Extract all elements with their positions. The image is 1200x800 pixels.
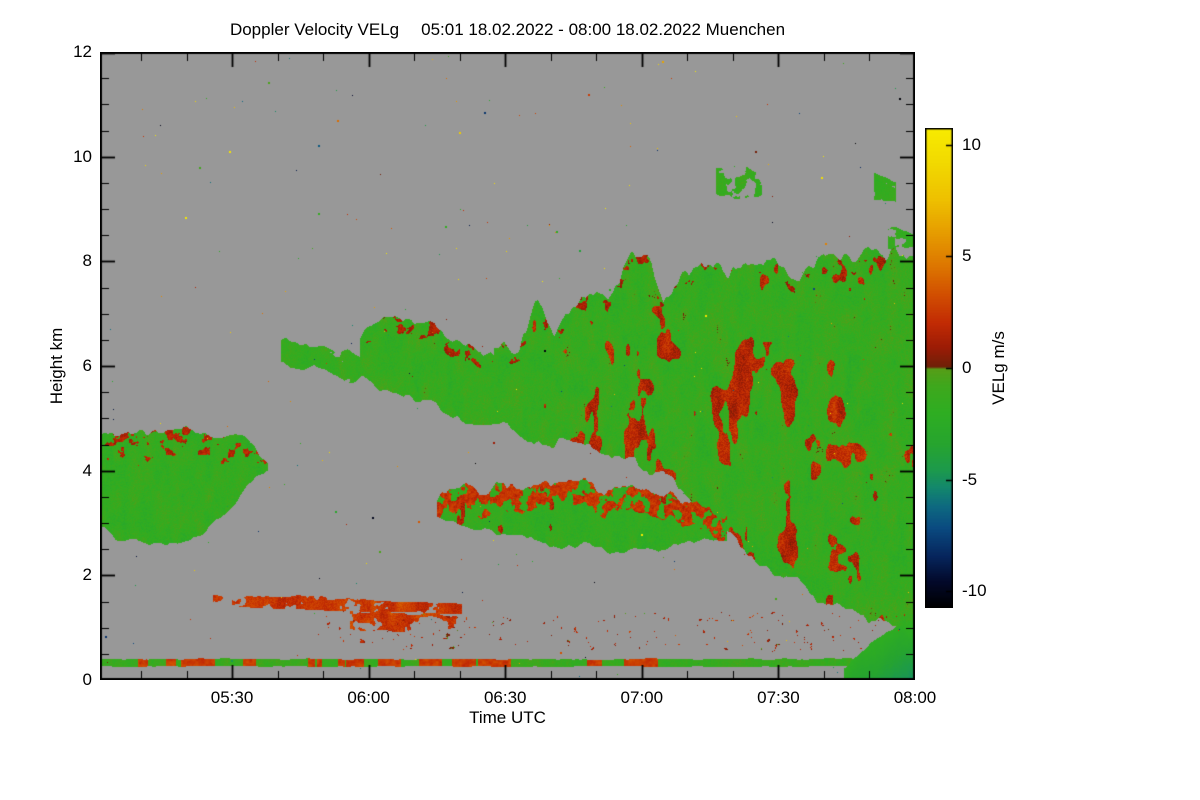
colorbar-tick-label: 0 bbox=[962, 358, 972, 377]
chart-title-main: Doppler Velocity VELg bbox=[229, 20, 400, 39]
x-tick-label: 07:30 bbox=[757, 688, 800, 707]
y-tick-label: 0 bbox=[82, 670, 92, 689]
colorbar-tick-label: -10 bbox=[962, 581, 987, 601]
colorbar-tick-label: -5 bbox=[962, 469, 978, 489]
y-tick-label: 8 bbox=[82, 251, 92, 271]
colorbar-tick-label: 10 bbox=[962, 134, 981, 154]
colorbar-tick-label: 5 bbox=[962, 246, 972, 266]
heatmap-plot-canvas bbox=[100, 52, 915, 680]
x-tick-label: 08:00 bbox=[893, 688, 937, 707]
x-axis-label: Time UTC bbox=[469, 708, 546, 727]
colorbar-label: VELg m/s bbox=[989, 331, 1008, 405]
x-tick-label: 06:00 bbox=[347, 688, 390, 707]
y-tick-label: 12 bbox=[73, 42, 92, 61]
x-tick-label: 05:30 bbox=[210, 688, 254, 707]
x-tick-label: 06:30 bbox=[483, 688, 527, 707]
y-tick-label: 10 bbox=[73, 146, 92, 166]
chart-title: Doppler Velocity VELg 05:01 18.02.2022 - … bbox=[100, 20, 915, 40]
y-axis-label: Height km bbox=[47, 327, 66, 405]
y-tick-label: 4 bbox=[82, 460, 92, 480]
x-tick-label: 07:00 bbox=[620, 688, 664, 707]
y-tick-label: 6 bbox=[82, 356, 92, 375]
chart-title-range: 05:01 18.02.2022 - 08:00 18.02.2022 Muen… bbox=[421, 20, 786, 39]
colorbar-canvas bbox=[925, 128, 953, 608]
y-tick-label: 2 bbox=[82, 565, 92, 585]
